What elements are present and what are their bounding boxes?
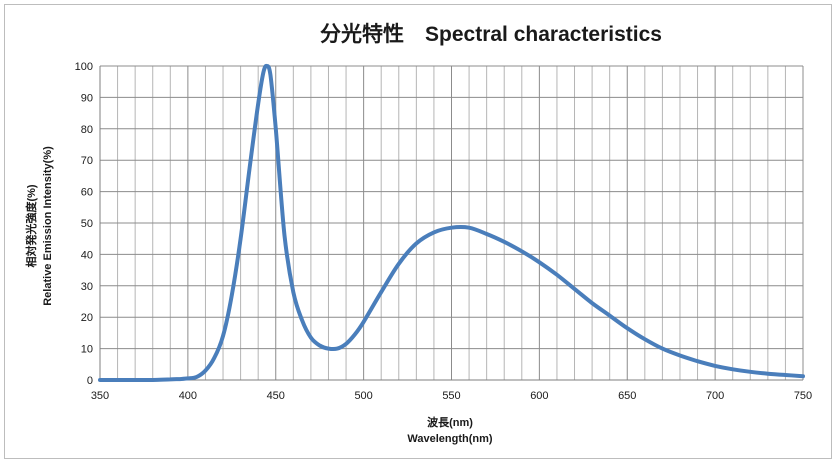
x-tick-label: 700 xyxy=(706,390,724,402)
y-tick-label: 20 xyxy=(81,312,93,324)
series-line xyxy=(98,63,805,383)
x-tick-label: 350 xyxy=(91,390,109,402)
tick-labels: 0 10 20 30 40 50 60 70 80 90 100 350 400 450 500 550 600… xyxy=(75,61,813,402)
x-tick-label: 450 xyxy=(267,390,285,402)
grid-lines xyxy=(99,65,804,381)
x-axis-label-line1: 波長(nm) xyxy=(427,415,473,429)
y-tick-label: 90 xyxy=(81,92,93,104)
y-tick-label: 50 xyxy=(81,218,93,230)
y-tick-label: 10 xyxy=(81,344,93,356)
y-tick-label: 100 xyxy=(75,61,93,73)
x-tick-label: 650 xyxy=(618,390,636,402)
y-tick-label: 0 xyxy=(87,375,93,387)
x-tick-label: 600 xyxy=(530,390,548,402)
y-axis-label-line1: 相対発光強度(%) xyxy=(24,184,38,267)
x-tick-label: 500 xyxy=(354,390,372,402)
x-axis-label-line2: Wavelength(nm) xyxy=(407,433,492,445)
y-tick-label: 30 xyxy=(81,281,93,293)
y-tick-label: 40 xyxy=(81,249,93,261)
chart-frame: 分光特性 Spectral characteristics 0 10 20 30 40 5… xyxy=(4,4,832,459)
y-tick-label: 80 xyxy=(81,124,93,136)
axes xyxy=(99,66,803,381)
x-tick-label: 550 xyxy=(442,390,460,402)
chart-title: 分光特性 Spectral characteristics xyxy=(320,22,662,46)
x-tick-label: 750 xyxy=(794,390,812,402)
y-tick-label: 60 xyxy=(81,187,93,199)
spectral-chart: 分光特性 Spectral characteristics 0 10 20 30 40 5… xyxy=(24,22,813,445)
y-tick-label: 70 xyxy=(81,155,93,167)
y-axis-label-line2: Relative Emission Intensity(%) xyxy=(42,146,54,306)
x-tick-label: 400 xyxy=(179,390,197,402)
